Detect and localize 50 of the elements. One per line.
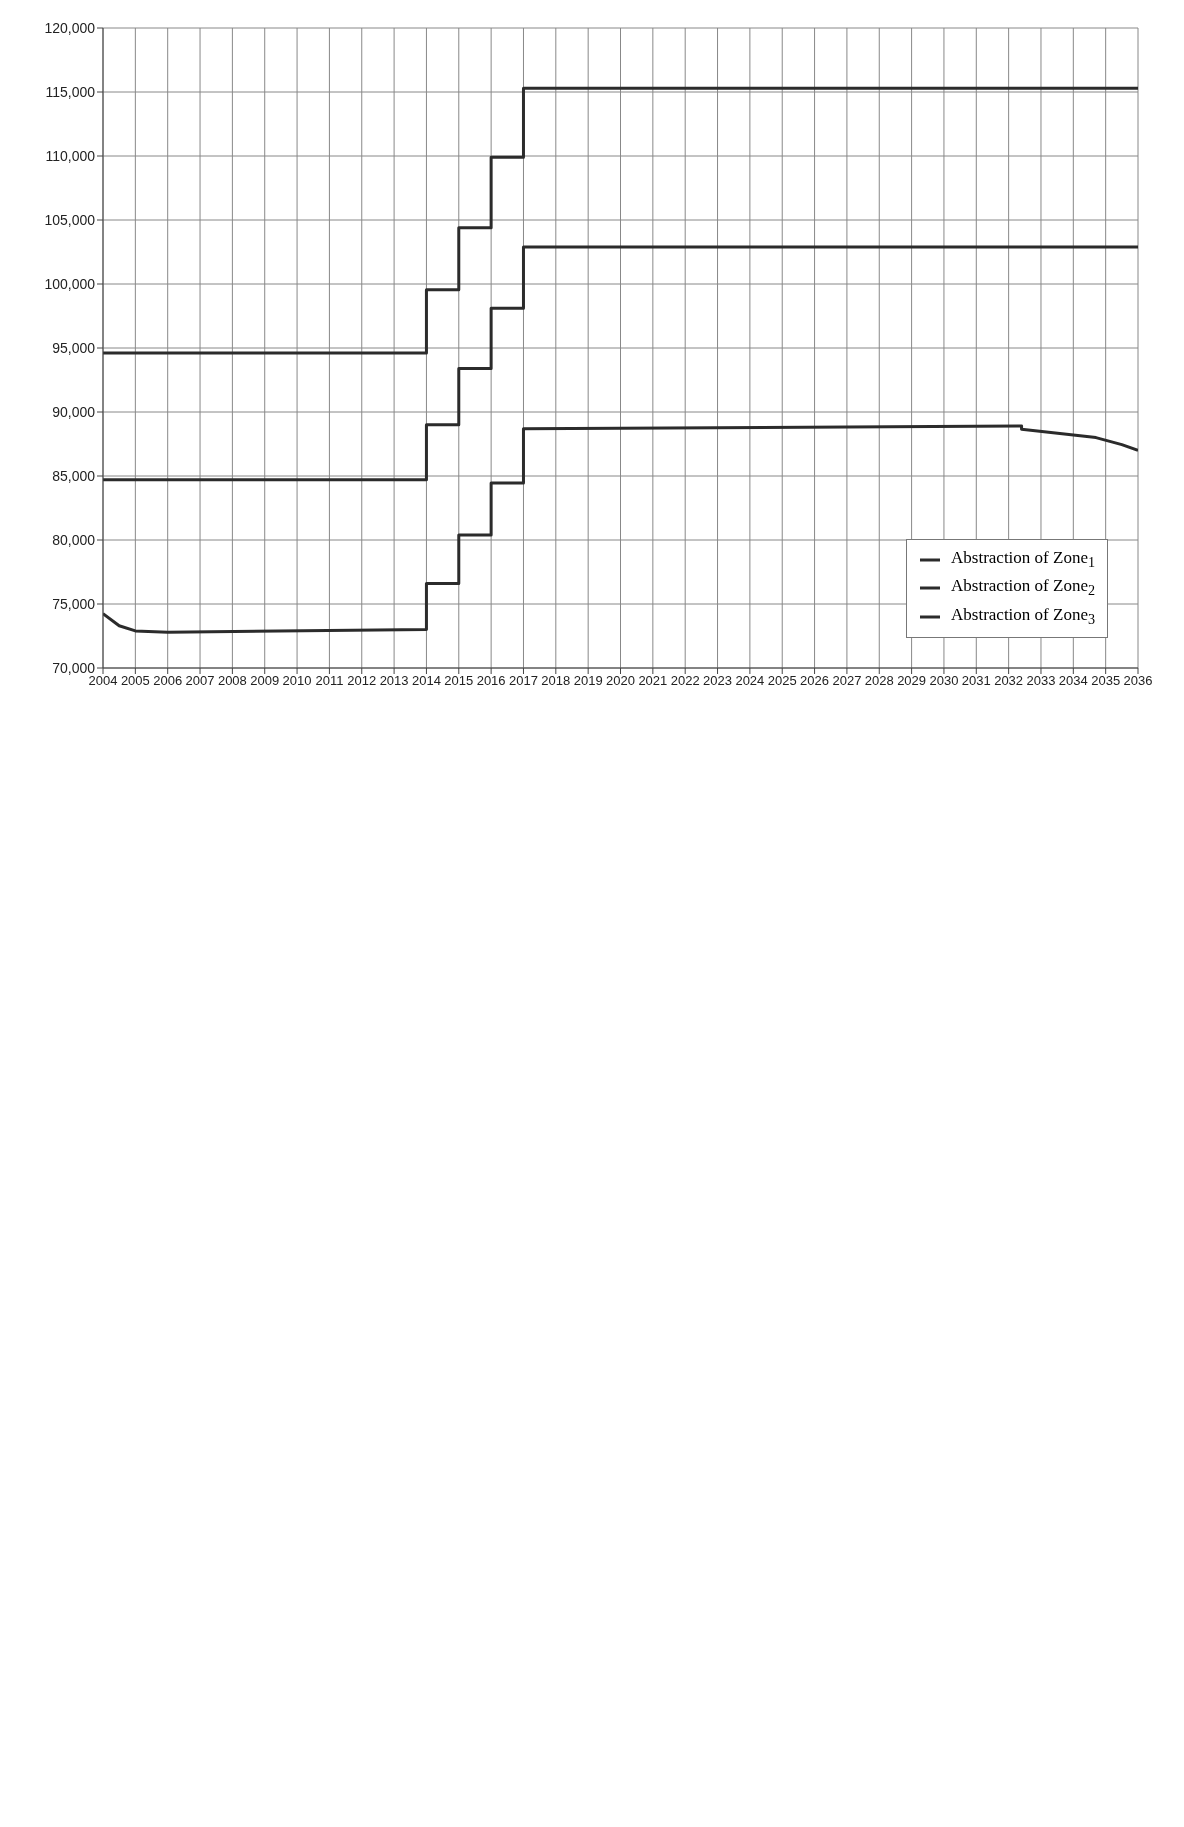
x-tick-label: 2023 <box>703 673 732 689</box>
y-tick-label: 75,000 <box>52 595 96 612</box>
x-tick-label: 2022 <box>670 673 700 689</box>
x-tick-label: 2012 <box>347 673 377 689</box>
x-tick-label: 2027 <box>832 673 862 689</box>
x-tick-label: 2024 <box>735 673 765 689</box>
x-tick-label: 2020 <box>606 673 635 689</box>
x-tick-label: 2019 <box>573 673 603 689</box>
x-tick-label: 2028 <box>864 673 894 689</box>
y-tick-label: 120,000 <box>44 19 96 36</box>
y-tick-label: 105,000 <box>44 211 96 228</box>
x-tick-label: 2008 <box>217 673 247 689</box>
line-series <box>103 424 1138 634</box>
x-tick-label: 2017 <box>509 673 538 689</box>
x-tick-label: 2016 <box>476 673 506 689</box>
x-tick-label: 2032 <box>994 673 1024 689</box>
x-tick-label: 2007 <box>185 673 215 689</box>
x-tick-label: 2033 <box>1026 673 1056 689</box>
legend-label: Abstraction of Zone$_{3}$ <box>951 603 1095 629</box>
y-tick-label: 115,000 <box>45 83 96 100</box>
x-tick-label: 2011 <box>315 673 344 689</box>
x-tick-label: 2006 <box>153 673 183 689</box>
x-tick-label: 2025 <box>767 673 797 689</box>
x-tick-label: 2029 <box>897 673 927 689</box>
x-tick-label: 2005 <box>120 673 150 689</box>
x-tick-label: 2004 <box>88 673 118 689</box>
y-tick-label: 70,000 <box>52 659 96 676</box>
legend-label: Abstraction of Zone$_{1}$ <box>951 546 1095 573</box>
line-series <box>103 86 1138 355</box>
x-tick-label: 2009 <box>250 673 280 689</box>
x-tick-label: 2034 <box>1058 673 1088 689</box>
x-tick-label: 2015 <box>444 673 474 689</box>
y-tick-label: 100,000 <box>44 275 96 292</box>
x-tick-label: 2030 <box>929 673 959 689</box>
y-tick-label: 80,000 <box>52 531 96 548</box>
x-tick-label: 2014 <box>411 673 441 689</box>
x-tick-label: 2021 <box>638 673 668 689</box>
x-tick-label: 2026 <box>800 673 830 689</box>
x-tick-label: 2013 <box>379 673 409 689</box>
x-tick-label: 2018 <box>541 673 571 689</box>
line-series <box>103 245 1138 482</box>
x-tick-label: 2036 <box>1123 673 1153 689</box>
y-tick-label: 110,000 <box>45 147 96 164</box>
x-tick-label: 2031 <box>961 673 991 689</box>
y-tick-label: 85,000 <box>52 467 96 484</box>
y-tick-label: 90,000 <box>52 403 96 420</box>
y-tick-label: 95,000 <box>52 339 96 356</box>
legend-label: Abstraction of Zone$_{2}$ <box>951 575 1095 601</box>
x-tick-label: 2010 <box>282 673 312 689</box>
x-tick-label: 2035 <box>1091 673 1121 689</box>
